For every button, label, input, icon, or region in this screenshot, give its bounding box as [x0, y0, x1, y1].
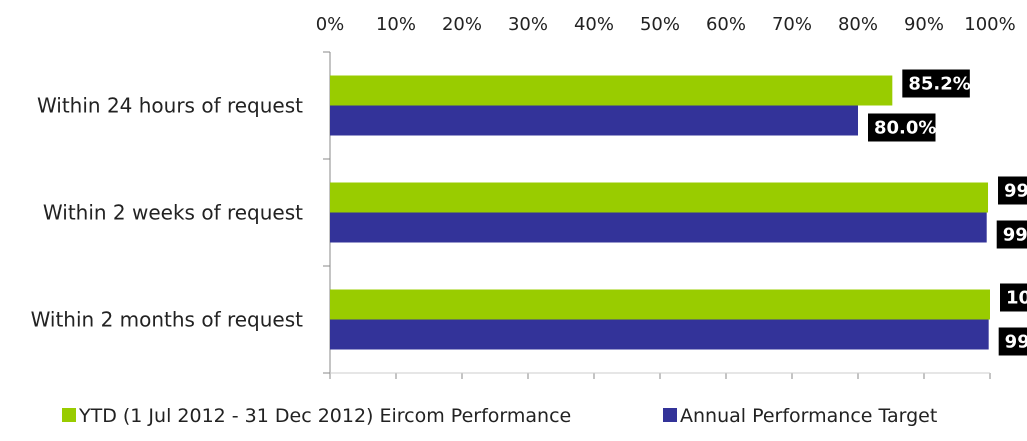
x-tick-label: 100%: [964, 14, 1015, 35]
data-label-box: [868, 113, 936, 142]
data-label-box: [902, 69, 970, 98]
category-label: Within 2 months of request: [31, 308, 304, 332]
x-tick-label: 0%: [316, 14, 345, 35]
bar: [330, 212, 987, 243]
data-label-box: [998, 327, 1027, 356]
data-label: 99.7%: [998, 176, 1027, 205]
bar: [330, 75, 893, 106]
x-tick-labels: 0% 10% 20% 30% 40% 50% 60% 70% 80% 90% 100%: [316, 14, 1016, 35]
category-label: Within 2 weeks of request: [43, 201, 303, 225]
data-labels: 85.2% 80.0% 99.7% 99.5% 100.0% 99.8%: [868, 69, 1027, 356]
legend-label: YTD (1 Jul 2012 - 31 Dec 2012) Eircom Pe…: [78, 405, 571, 427]
category-label: Within 24 hours of request: [37, 94, 303, 118]
bars: [330, 75, 990, 350]
bar: [330, 105, 858, 136]
x-tick-label: 30%: [508, 14, 548, 35]
data-label-text: 99.5%: [1003, 225, 1027, 246]
legend-swatch: [62, 408, 76, 422]
x-tick-label: 60%: [706, 14, 746, 35]
data-label: 80.0%: [868, 113, 936, 142]
legend-swatch: [663, 408, 677, 422]
x-tick-label: 40%: [574, 14, 614, 35]
x-tick-label: 80%: [838, 14, 878, 35]
legend-label: Annual Performance Target: [680, 405, 937, 427]
data-label-text: 100.0%: [1006, 288, 1027, 309]
data-label-text: 99.8%: [1005, 332, 1027, 353]
x-tick-label: 50%: [640, 14, 680, 35]
x-tick-label: 90%: [904, 14, 944, 35]
legend: YTD (1 Jul 2012 - 31 Dec 2012) Eircom Pe…: [62, 405, 937, 427]
data-label-box: [998, 176, 1027, 205]
data-label: 99.5%: [996, 220, 1027, 249]
data-label-box: [1000, 283, 1027, 312]
x-tick-label: 10%: [376, 14, 416, 35]
x-tick-label: 20%: [442, 14, 482, 35]
data-label: 85.2%: [902, 69, 971, 98]
data-label-text: 99.7%: [1004, 181, 1027, 202]
bar: [330, 289, 990, 320]
data-label: 99.8%: [998, 327, 1027, 356]
data-label: 100.0%: [1000, 283, 1027, 312]
data-label-box: [996, 220, 1027, 249]
category-labels: Within 24 hours of request Within 2 weeks…: [31, 94, 304, 332]
bar: [330, 319, 989, 350]
data-label-text: 85.2%: [908, 74, 970, 95]
bar: [330, 182, 989, 213]
data-label-text: 80.0%: [874, 118, 936, 139]
x-tick-label: 70%: [772, 14, 812, 35]
